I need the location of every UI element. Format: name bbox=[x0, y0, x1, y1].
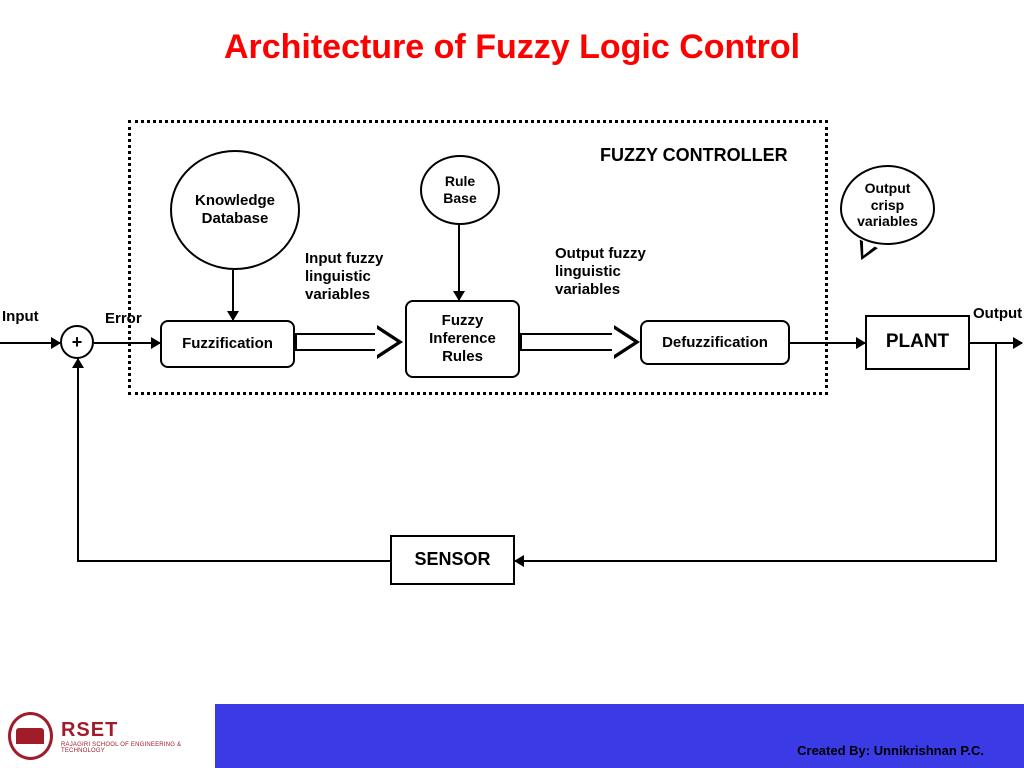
logo-text: RSET RAJAGIRI SCHOOL OF ENGINEERING & TE… bbox=[61, 719, 215, 754]
label-input: Input bbox=[2, 308, 39, 326]
arrow-rulebase-to-inference bbox=[458, 225, 460, 300]
node-inference-rules: FuzzyInferenceRules bbox=[405, 300, 520, 378]
node-summing-junction: + bbox=[60, 325, 94, 359]
diagram-canvas: FUZZY CONTROLLER KnowledgeDatabase RuleB… bbox=[0, 95, 1024, 655]
label-output: Output bbox=[973, 305, 1022, 323]
node-defuzzification: Defuzzification bbox=[640, 320, 790, 365]
footer-bar: RSET RAJAGIRI SCHOOL OF ENGINEERING & TE… bbox=[0, 704, 1024, 768]
arrow-defuzz-to-plant bbox=[790, 342, 865, 344]
speech-output-crisp: Outputcrispvariables bbox=[840, 165, 935, 245]
arrow-feedback-to-sensor bbox=[515, 560, 997, 562]
line-feedback-down bbox=[995, 342, 997, 560]
node-rule-base: RuleBase bbox=[420, 155, 500, 225]
node-plant: PLANT bbox=[865, 315, 970, 370]
fuzzy-controller-label: FUZZY CONTROLLER bbox=[600, 145, 788, 166]
page-title: Architecture of Fuzzy Logic Control bbox=[0, 28, 1024, 67]
logo-sub-text: RAJAGIRI SCHOOL OF ENGINEERING & TECHNOL… bbox=[61, 742, 215, 754]
label-output-fuzzy: Output fuzzylinguisticvariables bbox=[555, 245, 646, 299]
arrow-feedback-to-sum bbox=[77, 359, 79, 562]
logo-seal-icon bbox=[8, 712, 53, 760]
node-sensor: SENSOR bbox=[390, 535, 515, 585]
line-sensor-left bbox=[77, 560, 390, 562]
arrow-kdb-to-fuzzification bbox=[232, 270, 234, 320]
footer-credit: Created By: Unnikrishnan P.C. bbox=[797, 743, 984, 758]
block-arrow-inference-to-defuzz bbox=[520, 325, 640, 359]
node-fuzzification: Fuzzification bbox=[160, 320, 295, 368]
footer-logo-block: RSET RAJAGIRI SCHOOL OF ENGINEERING & TE… bbox=[0, 704, 215, 768]
node-knowledge-database: KnowledgeDatabase bbox=[170, 150, 300, 270]
label-error: Error bbox=[105, 310, 142, 328]
arrow-input-to-sum bbox=[0, 342, 60, 344]
block-arrow-fuzz-to-inference bbox=[295, 325, 403, 359]
logo-main-text: RSET bbox=[61, 719, 215, 742]
label-input-fuzzy: Input fuzzylinguisticvariables bbox=[305, 250, 383, 304]
arrow-sum-to-fuzzification bbox=[94, 342, 160, 344]
